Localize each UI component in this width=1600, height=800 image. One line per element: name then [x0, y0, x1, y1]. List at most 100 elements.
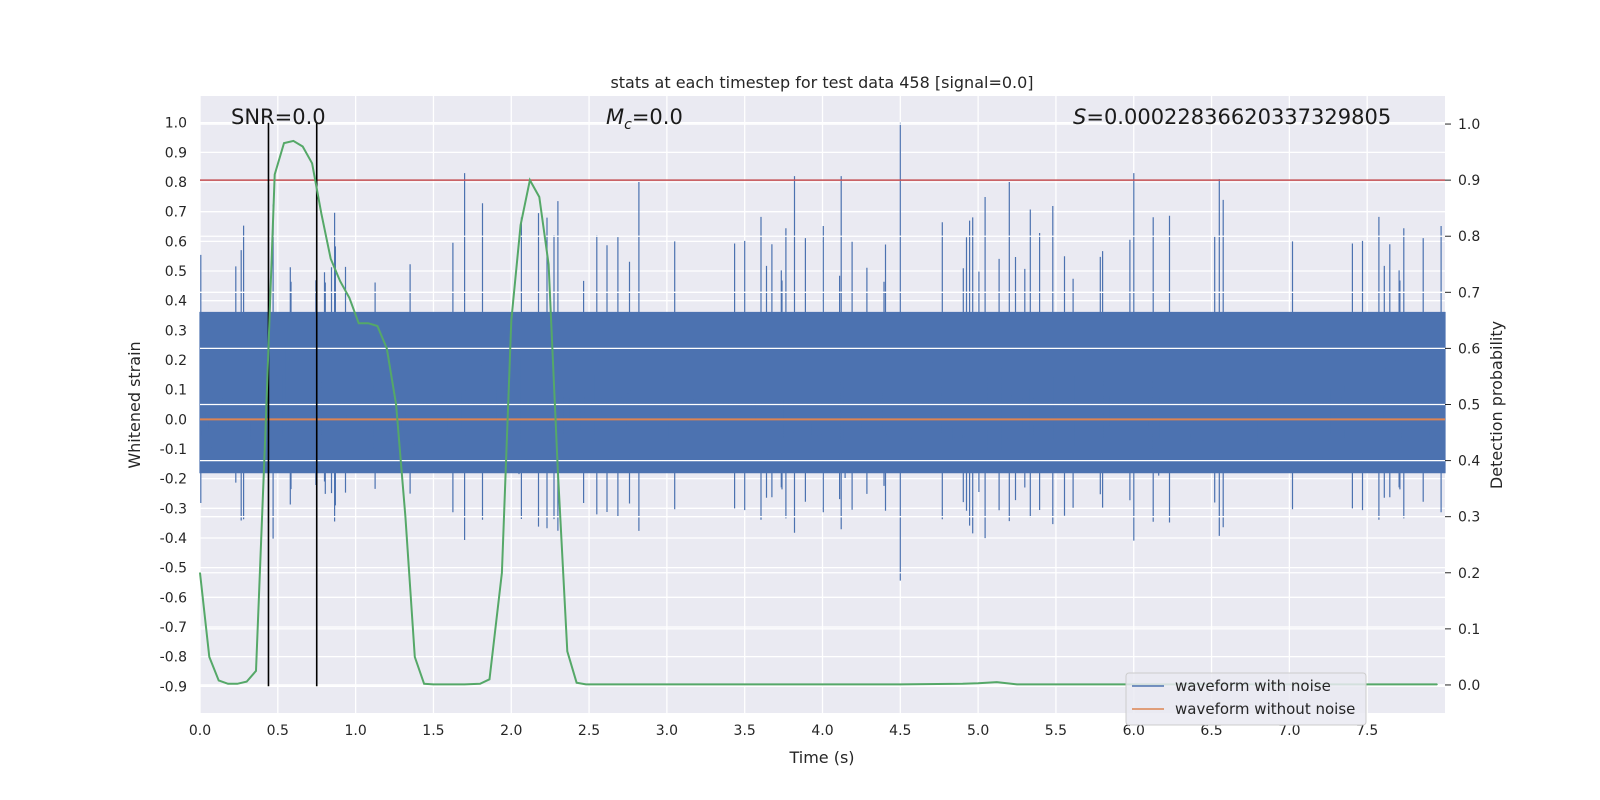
detection-probability-point [479, 683, 481, 685]
y-right-tick-label: 0.1 [1458, 622, 1480, 638]
y-left-tick-label: 0.4 [165, 294, 187, 310]
detection-probability-point [977, 682, 979, 684]
detection-probability-point [423, 683, 425, 685]
detection-probability-point [386, 347, 388, 349]
detection-probability-point [283, 142, 285, 144]
x-tick-label: 4.5 [889, 723, 911, 739]
detection-probability-point [395, 403, 397, 406]
chirp-mass-annotation: Mc=0.0 [606, 105, 683, 133]
x-tick-label: 0.0 [189, 723, 211, 739]
chart-title: stats at each timestep for test data 458… [610, 73, 1033, 92]
y-right-tick-label: 0.9 [1458, 173, 1480, 189]
y-left-tick-label: -0.8 [160, 650, 187, 666]
detection-probability-point [1436, 683, 1438, 686]
detection-probability-point [448, 683, 450, 686]
x-tick-label: 6.0 [1123, 723, 1145, 739]
y-right-tick-label: 1.0 [1458, 117, 1480, 133]
y-right-tick-label: 0.2 [1458, 566, 1480, 582]
x-tick-label: 3.5 [734, 723, 756, 739]
x-tick-label: 5.5 [1045, 723, 1067, 739]
detection-probability-point [576, 682, 578, 684]
y-left-tick-label: 0.9 [165, 145, 187, 161]
y-left-tick-label: 0.6 [165, 234, 187, 250]
detection-probability-point [1366, 683, 1368, 686]
overlay-lines [199, 122, 1445, 687]
detection-probability-point [744, 683, 746, 686]
detection-probability-point [208, 656, 210, 658]
y-left-tick-label: 0.1 [165, 383, 187, 399]
s-statistic-value: =0.00022836620337329805 [1086, 105, 1391, 129]
chirp-mass-subscript: c [624, 117, 632, 133]
axis-ticks: 0.0 0.5 1.0 1.5 2.0 2.5 3.0 3.5 4.0 4.5 5.0 5.5 6.0 6… [160, 116, 1481, 739]
detection-probability-point [557, 471, 559, 473]
detection-probability-point [358, 322, 360, 324]
y-left-tick-label: -0.1 [160, 442, 187, 458]
y-left-tick-label: 0.0 [165, 412, 187, 428]
detection-probability-point [1016, 683, 1018, 686]
detection-probability-point [510, 319, 512, 321]
y-right-tick-label: 0.6 [1458, 341, 1480, 357]
x-tick-label: 6.5 [1200, 723, 1222, 739]
detection-probability-point [1055, 683, 1057, 686]
legend: waveform with noise waveform without noi… [1125, 672, 1367, 726]
y-left-tick-label: 1.0 [165, 116, 187, 132]
y-right-tick-label: 0.8 [1458, 229, 1480, 245]
detection-probability-point [311, 162, 313, 164]
detection-probability-point [320, 213, 322, 215]
y-left-tick-label: -0.2 [160, 472, 187, 488]
detection-probability-point [538, 196, 540, 198]
detection-probability-point [199, 572, 201, 574]
x-tick-label: 1.0 [344, 723, 366, 739]
waveform-with-noise-line [199, 122, 1446, 581]
detection-probability-point [236, 683, 238, 685]
y-right-tick-label: 0.7 [1458, 285, 1480, 301]
y-left-tick-label: -0.6 [160, 590, 187, 606]
detection-probability-point [264, 431, 266, 434]
x-tick-label: 5.0 [967, 723, 989, 739]
y-left-tick-label: -0.7 [160, 620, 187, 636]
detection-probability-point [227, 683, 229, 685]
detection-probability-point [348, 297, 350, 299]
detection-probability-point [330, 258, 332, 260]
x-tick-label: 1.5 [422, 723, 444, 739]
x-axis-label: Time (s) [788, 748, 854, 767]
x-tick-label: 2.0 [500, 723, 522, 739]
y-axis-label-right: Detection probability [1487, 321, 1506, 489]
y-right-tick-label: 0.0 [1458, 678, 1480, 694]
detection-probability-point [666, 683, 668, 686]
y-left-tick-label: -0.5 [160, 561, 187, 577]
detection-probability-point [488, 678, 491, 680]
x-tick-label: 7.0 [1278, 723, 1300, 739]
y-left-tick-label: 0.7 [165, 205, 187, 221]
detection-probability-point [566, 650, 568, 652]
legend-label-without-noise: waveform without noise [1175, 700, 1355, 718]
s-statistic-annotation: S=0.00022836620337329805 [1073, 105, 1391, 129]
chirp-mass-value: =0.0 [632, 105, 683, 129]
detection-probability-point [218, 679, 220, 682]
detection-probability-point [376, 325, 378, 327]
detection-probability-point [548, 263, 550, 265]
detection-probability-point [529, 179, 531, 181]
detection-probability-point [339, 280, 341, 282]
legend-label-with-noise: waveform with noise [1175, 677, 1331, 695]
detection-probability-point [255, 670, 257, 672]
detection-probability-point [996, 681, 998, 683]
detection-probability-point [821, 683, 824, 686]
detection-probability-point [367, 322, 369, 324]
chirp-mass-symbol: M [606, 105, 624, 129]
detection-probability-point [292, 140, 294, 142]
detection-probability-point [246, 681, 248, 683]
y-right-tick-label: 0.3 [1458, 510, 1480, 526]
detection-probability-point [520, 224, 522, 226]
detection-probability-point [585, 683, 587, 686]
y-right-tick-label: 0.4 [1458, 454, 1480, 470]
y-left-tick-label: -0.9 [160, 679, 187, 695]
y-left-tick-label: 0.8 [165, 175, 187, 191]
detection-probability-point [501, 572, 503, 574]
detection-probability-point [302, 145, 304, 148]
detection-probability-point [962, 683, 964, 685]
y-left-tick-label: -0.3 [160, 501, 187, 517]
detection-probability-point [464, 683, 466, 686]
y-left-tick-label: -0.4 [160, 531, 187, 547]
